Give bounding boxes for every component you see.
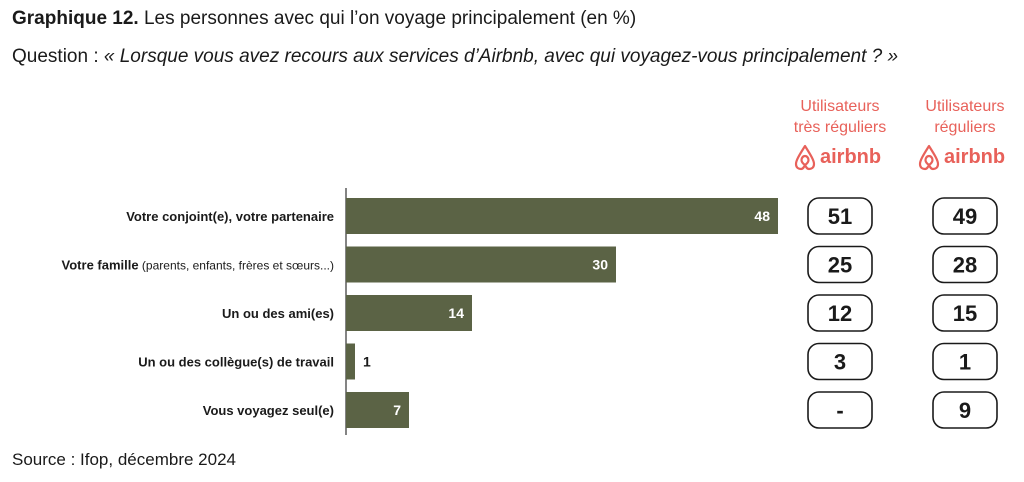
- column-header-line: très réguliers: [793, 119, 887, 136]
- pill-regular: [932, 197, 998, 235]
- pill-regular: [932, 342, 998, 381]
- category-label: Vous voyagez seul(e): [203, 403, 334, 418]
- category-label: Votre famille (parents, enfants, frères …: [62, 258, 334, 273]
- column-header-line: Utilisateurs: [925, 98, 1005, 115]
- pill-very-regular-value: 25: [828, 253, 852, 278]
- bar: [346, 295, 472, 331]
- category-label: Votre conjoint(e), votre partenaire: [126, 209, 334, 224]
- pill-regular: [932, 294, 998, 332]
- bar-value-label: 1: [363, 354, 371, 370]
- pill-regular: [932, 391, 998, 429]
- bar: [346, 392, 409, 428]
- brand-wordmark: airbnb: [944, 145, 1006, 168]
- pill-regular-value: 1: [959, 350, 971, 375]
- bar-value-label: 48: [754, 208, 770, 224]
- pill-very-regular-value: 51: [828, 204, 852, 229]
- pill-very-regular: [807, 391, 873, 429]
- pill-very-regular: [807, 245, 873, 284]
- bar: [346, 246, 616, 283]
- airbnb-logo: airbnb: [918, 143, 1005, 171]
- column-header-regular: Utilisateurs réguliers: [900, 96, 1024, 138]
- pill-regular-value: 15: [953, 301, 977, 326]
- pill-very-regular: [807, 197, 873, 235]
- pill-very-regular-value: 12: [828, 301, 852, 326]
- pill-very-regular-value: 3: [834, 350, 846, 375]
- source-note: Source : Ifop, décembre 2024: [12, 450, 236, 469]
- pill-regular: [932, 245, 998, 284]
- category-label: Un ou des ami(es): [222, 306, 334, 321]
- column-header-very-regular: Utilisateurs très réguliers: [775, 96, 905, 138]
- pill-very-regular: [807, 294, 873, 332]
- bar: [346, 198, 778, 234]
- brand-wordmark: airbnb: [820, 145, 882, 168]
- bar-value-label: 30: [592, 257, 608, 273]
- column-header-line: réguliers: [934, 119, 996, 136]
- pill-very-regular: [807, 342, 873, 381]
- chart-question: Question : « Lorsque vous avez recours a…: [12, 46, 899, 67]
- pill-regular-value: 28: [953, 253, 977, 278]
- airbnb-icon: [794, 144, 816, 171]
- chart-title: Graphique 12. Les personnes avec qui l’o…: [12, 8, 637, 29]
- bar-value-label: 7: [393, 402, 401, 418]
- pill-very-regular-value: -: [836, 398, 843, 423]
- pill-regular-value: 9: [959, 398, 971, 423]
- bar-value-label: 14: [448, 305, 464, 321]
- category-label: Un ou des collègue(s) de travail: [138, 355, 334, 370]
- airbnb-icon: [918, 144, 940, 171]
- pill-regular-value: 49: [953, 204, 977, 229]
- airbnb-logo: airbnb: [794, 143, 881, 171]
- bar: [346, 343, 355, 380]
- column-header-line: Utilisateurs: [800, 98, 880, 115]
